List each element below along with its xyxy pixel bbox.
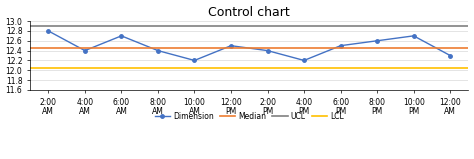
Dimension xyxy=(374,40,380,42)
UCL xyxy=(82,25,88,27)
Line: Dimension: Dimension xyxy=(46,29,452,62)
Median xyxy=(82,47,88,49)
Dimension xyxy=(338,45,344,47)
Dimension xyxy=(155,50,161,52)
Dimension xyxy=(228,45,234,47)
Dimension xyxy=(447,55,453,56)
Dimension xyxy=(118,35,124,37)
Legend: Dimension, Median, UCL, LCL: Dimension, Median, UCL, LCL xyxy=(152,109,347,124)
LCL xyxy=(82,67,88,69)
Dimension xyxy=(82,50,88,52)
Title: Control chart: Control chart xyxy=(209,6,290,19)
Dimension xyxy=(411,35,417,37)
Dimension xyxy=(46,30,51,32)
LCL xyxy=(46,67,51,69)
Dimension xyxy=(301,59,307,61)
Dimension xyxy=(264,50,270,52)
Dimension xyxy=(191,59,197,61)
Median xyxy=(46,47,51,49)
UCL xyxy=(46,25,51,27)
